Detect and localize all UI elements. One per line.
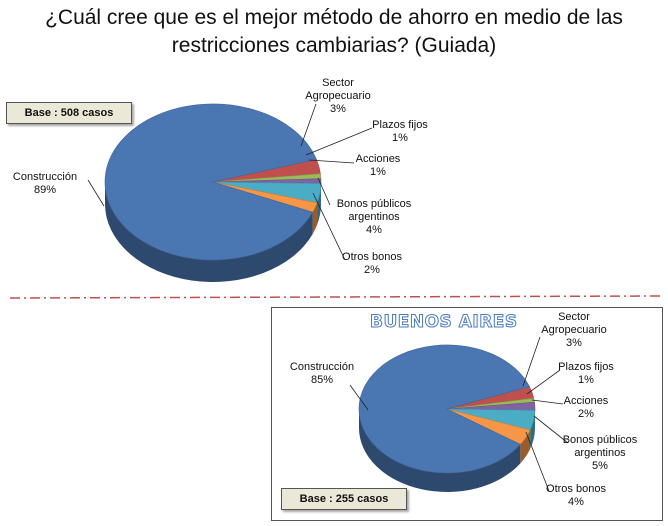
leader-line-plazos-fijos [526,369,561,395]
data-label-line: Agropecuario [541,324,606,336]
data-label-acciones: Acciones 1% [356,153,401,178]
data-label-line: 4% [568,496,584,508]
data-label-line: 3% [566,337,582,349]
data-label-otros-bonos: Otros bonos 2% [342,251,402,276]
data-label-bonos-publicos-argentinos: Bonos públicos argentinos 4% [337,198,412,236]
data-label-line: 2% [578,408,594,420]
data-label-bonos-publicos-argentinos: Bonos públicos argentinos 5% [563,434,638,472]
data-label-line: 1% [578,374,594,386]
data-label-line: 85% [311,374,333,386]
data-label-line: Bonos públicos [337,198,412,210]
page-title: ¿Cuál cree que es el mejor método de aho… [0,4,668,60]
data-label-line: Sector [558,311,590,323]
data-label-plazos-fijos: Plazos fijos 1% [372,119,428,144]
data-label-line: Construcción [290,361,354,373]
data-label-line: 89% [34,184,56,196]
leader-line-acciones [531,399,564,405]
slice-construccion [358,344,530,474]
data-label-construccion: Construcción 89% [13,171,77,196]
slice-side-construccion [105,182,313,282]
leader-line-bonos-publicos-argentinos [533,415,569,444]
data-label-line: argentinos [574,447,626,459]
data-label-acciones: Acciones 2% [564,395,609,420]
title-line-1: ¿Cuál cree que es el mejor método de aho… [45,6,623,29]
title-line-2: restricciones cambiarias? (Guiada) [171,34,497,57]
data-label-construccion: Construcción 85% [290,361,354,386]
data-label-line: Plazos fijos [372,119,428,131]
data-label-line: Otros bonos [546,483,606,495]
leader-line-plazos-fijos [305,127,373,156]
separator-line [9,295,661,299]
data-label-line: 1% [392,132,408,144]
pie-chart-2: Construcción 85% Sector Agropecuario 3% Plazo… [290,311,638,508]
leader-line-otros-bonos [525,431,550,492]
slice-construccion [104,103,317,261]
leader-line-sector-agropecuario [300,103,317,147]
slice-side-otros-bonos [520,429,531,464]
pie-chart-1: Construcción 89%Sector Agropecuario 3%Plazo… [13,77,428,282]
leader-line-bonos-publicos-argentinos [317,177,331,206]
region-title: BUENOS AIRES [370,312,518,333]
data-label-line: Plazos fijos [558,361,614,373]
data-label-line: 1% [370,166,386,178]
data-label-line: Construcción [13,171,77,183]
slice-side-construccion [359,409,521,493]
data-label-line: Agropecuario [305,90,370,102]
data-label-line: 5% [592,460,608,472]
base-label-2: Base : 255 casos [281,488,407,510]
leader-line-construccion [87,179,105,207]
data-label-line: 4% [366,224,382,236]
data-label-sector-agropecuario: Sector Agropecuario 3% [541,311,606,349]
data-label-sector-agropecuario: Sector Agropecuario 3% [305,77,370,115]
data-label-line: Acciones [356,153,401,165]
data-label-line: Acciones [564,395,609,407]
data-label-line: Bonos públicos [563,434,638,446]
base-label-1: Base : 508 casos [6,102,132,124]
data-label-line: Otros bonos [342,251,402,263]
data-label-plazos-fijos: Plazos fijos 1% [558,361,614,386]
leader-line-acciones [308,159,355,164]
leader-line-construccion [349,384,369,411]
data-label-line: Sector [322,77,354,89]
leader-line-sector-agropecuario [522,336,541,387]
data-label-line: 3% [330,103,346,115]
leader-line-otros-bonos [312,192,346,261]
data-label-otros-bonos: Otros bonos 4% [546,483,606,508]
data-label-line: argentinos [348,211,400,223]
data-label-line: 2% [364,264,380,276]
